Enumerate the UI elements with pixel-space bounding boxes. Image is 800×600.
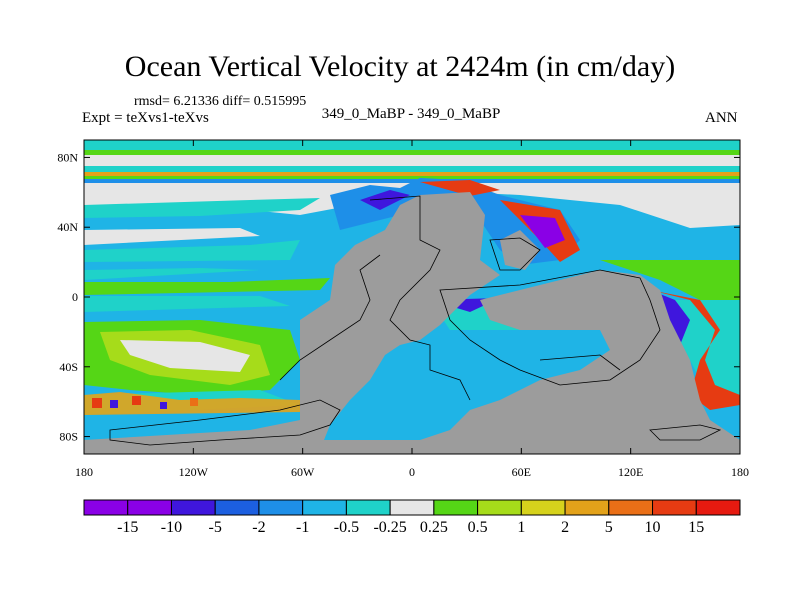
colorbar-label: 15 [688, 519, 704, 536]
map-field [84, 140, 740, 454]
colorbar-label: -2 [252, 519, 265, 536]
lat-label: 40N [57, 220, 78, 234]
colorbar [83, 499, 741, 516]
colorbar-label: -5 [209, 519, 222, 536]
colorbar-box [520, 499, 566, 516]
colorbar-box [477, 499, 522, 516]
colorbar-box [345, 499, 391, 516]
lon-label: 60E [512, 465, 531, 479]
colorbar-box [127, 499, 172, 516]
colorbar-box [652, 499, 697, 516]
lat-label: 80N [57, 150, 78, 164]
colorbar-box [302, 499, 347, 516]
lat-label: 40S [59, 360, 78, 374]
season-label: ANN [705, 110, 738, 126]
experiment-label: Expt = teXvs1-teXvs [82, 110, 209, 126]
colorbar-box [389, 499, 435, 516]
lon-label: 0 [409, 465, 415, 479]
colorbar-box [258, 499, 304, 516]
colorbar-label: 1 [517, 519, 525, 536]
colorbar-label: 0.5 [468, 519, 488, 536]
colorbar-label: 2 [561, 519, 569, 536]
colorbar-label: -1 [296, 519, 309, 536]
colorbar-label: 0.25 [420, 519, 448, 536]
runs-label: 349_0_MaBP - 349_0_MaBP [321, 106, 501, 122]
colorbar-label: -0.5 [334, 519, 359, 536]
lat-label: 0 [72, 290, 78, 304]
land-americas [300, 192, 500, 450]
colorbar-box [83, 499, 129, 516]
plot-title: Ocean Vertical Velocity at 2424m (in cm/… [124, 50, 676, 83]
axis-labels: 80N 40N 0 40S 80S 180 120W 60W 0 60E 120E 180 [57, 150, 749, 479]
colorbar-box [214, 499, 260, 516]
colorbar-box [695, 499, 741, 516]
colorbar-box [433, 499, 479, 516]
colorbar-label: -10 [161, 519, 182, 536]
axis-ticks [83, 140, 741, 454]
land-eurasia [380, 270, 740, 454]
colorbar-labels: -15 -10 -5 -2 -1 -0.5 -0.25 0.25 0.5 1 2 5 10 15 [117, 519, 704, 536]
lon-label: 60W [291, 465, 315, 479]
lat-label: 80S [59, 430, 78, 444]
colorbar-label: -0.25 [373, 519, 406, 536]
colorbar-label: 10 [645, 519, 661, 536]
lon-label: 120W [179, 465, 209, 479]
colorbar-box [564, 499, 610, 516]
colorbar-box [608, 499, 654, 516]
lon-label: 180 [75, 465, 93, 479]
colorbar-label: -15 [117, 519, 138, 536]
colorbar-label: 5 [605, 519, 613, 536]
lon-label: 180 [731, 465, 749, 479]
stats-line: rmsd= 6.21336 diff= 0.515995 [134, 94, 307, 109]
colorbar-box [170, 499, 216, 516]
lon-label: 120E [618, 465, 643, 479]
